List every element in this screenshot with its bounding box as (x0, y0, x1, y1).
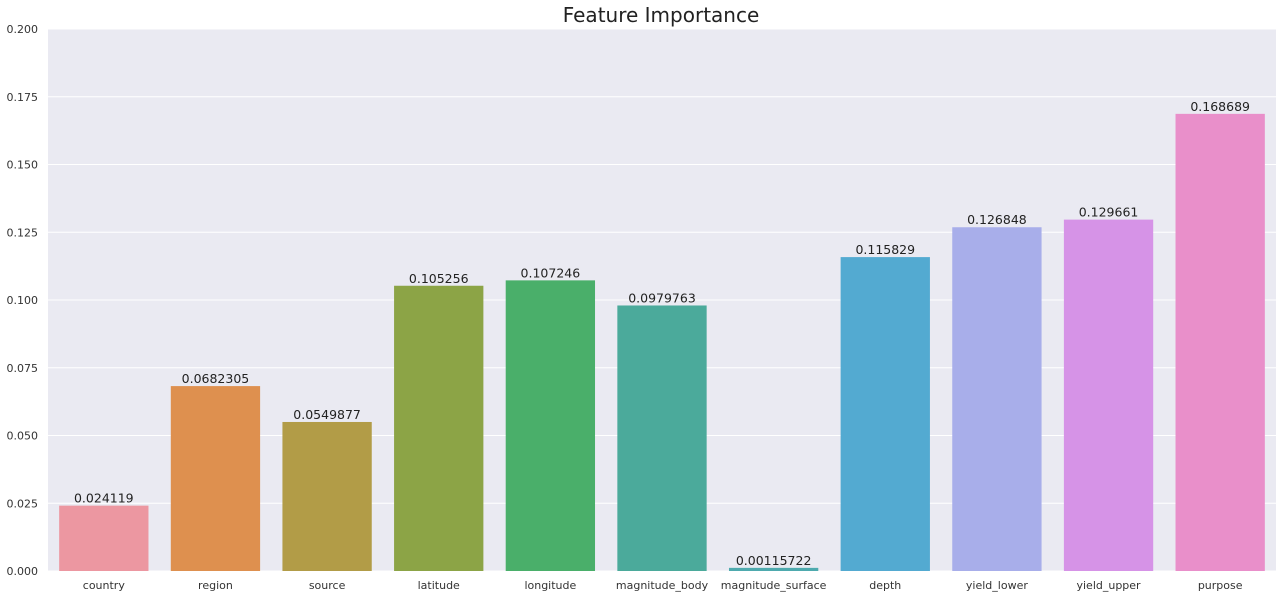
bar-source (282, 421, 372, 571)
x-tick-label: yield_lower (966, 579, 1028, 592)
bar-value-label: 0.0549877 (293, 407, 361, 422)
y-tick-label: 0.175 (7, 91, 39, 104)
y-axis-ticks: 0.000 0.025 0.050 0.075 0.100 0.125 0.150 0.175… (7, 23, 39, 578)
x-tick-label: source (309, 579, 346, 592)
bar-value-label: 0.129661 (1079, 205, 1139, 220)
bar-magnitude-body (617, 305, 707, 571)
x-tick-label: latitude (418, 579, 460, 592)
x-tick-label: region (198, 579, 233, 592)
y-tick-label: 0.075 (7, 362, 39, 375)
bar-value-label: 0.00115722 (736, 553, 812, 568)
x-tick-label: yield_upper (1076, 579, 1141, 592)
bar-region (170, 386, 261, 571)
x-tick-label: magnitude_surface (721, 579, 827, 592)
bar-value-label: 0.126848 (967, 212, 1027, 227)
bar-value-label: 0.0979763 (628, 290, 696, 305)
y-tick-label: 0.050 (7, 430, 39, 443)
bar-purpose (1175, 113, 1265, 571)
y-tick-label: 0.000 (7, 565, 39, 578)
chart-title: Feature Importance (563, 3, 760, 27)
x-tick-label: purpose (1198, 579, 1243, 592)
x-tick-label: country (83, 579, 126, 592)
bar-latitude (394, 285, 484, 571)
bar-depth (840, 257, 930, 571)
bar-yield-upper (1063, 219, 1154, 571)
bar-value-label: 0.105256 (409, 271, 469, 286)
bar-value-label: 0.115829 (855, 242, 915, 257)
bar-value-label: 0.168689 (1190, 99, 1250, 114)
bar-yield-lower (952, 227, 1042, 571)
bar-value-label: 0.107246 (521, 265, 581, 280)
bar-longitude (505, 280, 596, 571)
x-tick-label: depth (869, 579, 901, 592)
bar-value-labels: 0.024119 0.0682305 0.0549877 0.105256 0.1072… (74, 99, 1250, 568)
bars (59, 113, 1265, 571)
x-axis-ticks: country region source latitude longitude magn… (83, 579, 1243, 592)
bar-magnitude-surface (728, 567, 819, 571)
x-tick-label: longitude (524, 579, 576, 592)
y-tick-label: 0.200 (7, 23, 39, 36)
x-tick-label: magnitude_body (616, 579, 709, 592)
y-tick-label: 0.150 (7, 159, 39, 172)
y-tick-label: 0.100 (7, 294, 39, 307)
bar-country (59, 505, 149, 571)
bar-value-label: 0.024119 (74, 491, 134, 506)
y-tick-label: 0.025 (7, 497, 39, 510)
y-tick-label: 0.125 (7, 226, 39, 239)
bar-value-label: 0.0682305 (182, 371, 250, 386)
